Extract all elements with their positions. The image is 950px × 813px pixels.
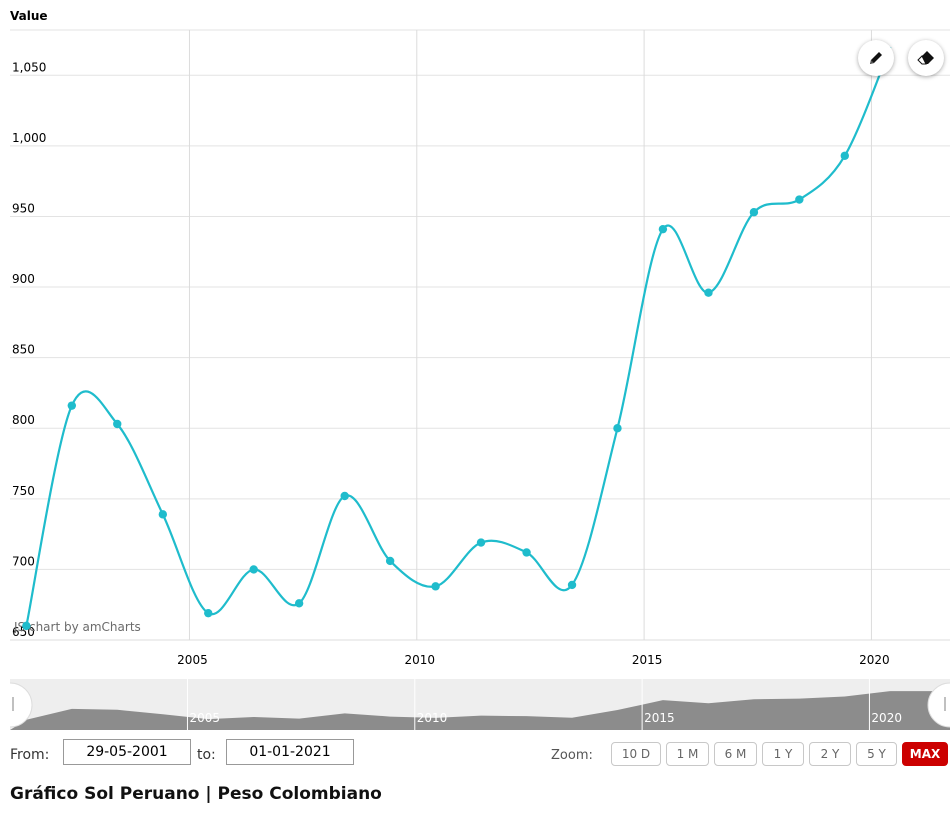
scrollbar-labels: 2005 2010 2015 2020 xyxy=(186,679,902,730)
zoom-1m-button[interactable]: 1 M xyxy=(666,742,709,766)
data-point[interactable] xyxy=(249,565,258,574)
data-point[interactable] xyxy=(658,224,668,234)
y-axis-title: Value xyxy=(10,9,48,23)
scrollbar-label: 2005 xyxy=(189,711,220,725)
zoom-6m-button[interactable]: 6 M xyxy=(714,742,757,766)
vertical-gridlines xyxy=(10,30,950,641)
y-tick-label: 950 xyxy=(12,201,35,215)
data-point[interactable] xyxy=(840,151,849,160)
from-date-input[interactable] xyxy=(63,739,191,765)
data-point[interactable] xyxy=(795,195,804,204)
y-tick-label: 1,050 xyxy=(12,60,46,74)
x-tick-label: 2005 xyxy=(177,653,208,667)
data-point[interactable] xyxy=(22,621,31,631)
series-points xyxy=(22,151,849,631)
scrollbar-label: 2015 xyxy=(644,711,675,725)
zoom-10d-button[interactable]: 10 D xyxy=(611,742,661,766)
date-range-controls: From: to: Zoom: 10 D 1 M 6 M 1 Y 2 Y 5 Y… xyxy=(0,739,950,773)
eraser-icon xyxy=(917,51,934,65)
y-tick-label: 900 xyxy=(12,272,35,286)
scrollbar-left-grip[interactable] xyxy=(9,682,33,728)
scrollbar-label: 2010 xyxy=(417,711,448,725)
y-tick-label: 750 xyxy=(12,484,35,498)
scrollbar-preview xyxy=(10,691,950,730)
from-label: From: xyxy=(10,747,50,763)
data-point[interactable] xyxy=(567,580,577,590)
data-point[interactable] xyxy=(67,401,77,410)
x-tick-label: 2020 xyxy=(859,653,890,667)
amcharts-credit[interactable]: JS chart by amCharts xyxy=(13,620,141,634)
page-title: Gráfico Sol Peruano | Peso Colombiano xyxy=(10,784,382,804)
horizontal-gridlines xyxy=(10,29,950,641)
data-point[interactable] xyxy=(340,491,349,501)
to-label: to: xyxy=(197,747,216,763)
y-tick-label: 800 xyxy=(12,413,35,427)
data-point[interactable] xyxy=(749,208,759,217)
data-point[interactable] xyxy=(385,556,395,566)
y-tick-label: 1,000 xyxy=(12,131,46,145)
scrollbar-right-grip[interactable] xyxy=(927,682,950,728)
chart-scrollbar[interactable]: 2005 2010 2015 2020 xyxy=(9,679,950,730)
data-point[interactable] xyxy=(522,548,531,557)
zoom-2y-button[interactable]: 2 Y xyxy=(809,742,851,766)
zoom-5y-button[interactable]: 5 Y xyxy=(856,742,897,766)
data-point[interactable] xyxy=(294,599,304,608)
zoom-1y-button[interactable]: 1 Y xyxy=(762,742,804,766)
data-point[interactable] xyxy=(476,538,486,547)
zoom-label: Zoom: xyxy=(551,748,593,763)
zoom-max-button[interactable]: MAX xyxy=(902,742,948,766)
y-tick-label: 700 xyxy=(12,554,35,568)
data-point[interactable] xyxy=(158,510,168,519)
series-line xyxy=(25,46,892,627)
data-point[interactable] xyxy=(204,608,213,618)
scrollbar-label: 2020 xyxy=(871,711,902,725)
data-point[interactable] xyxy=(431,582,440,591)
to-date-input[interactable] xyxy=(226,739,354,765)
data-point[interactable] xyxy=(704,288,713,297)
pencil-icon xyxy=(870,52,882,64)
x-tick-labels: 2005 2010 2015 2020 xyxy=(177,653,890,667)
x-tick-label: 2010 xyxy=(405,653,436,667)
data-point[interactable] xyxy=(613,424,622,433)
y-tick-label: 850 xyxy=(12,343,35,357)
erase-button[interactable] xyxy=(908,40,944,76)
x-tick-label: 2015 xyxy=(632,653,663,667)
draw-button[interactable] xyxy=(858,40,894,76)
data-point[interactable] xyxy=(113,419,122,429)
